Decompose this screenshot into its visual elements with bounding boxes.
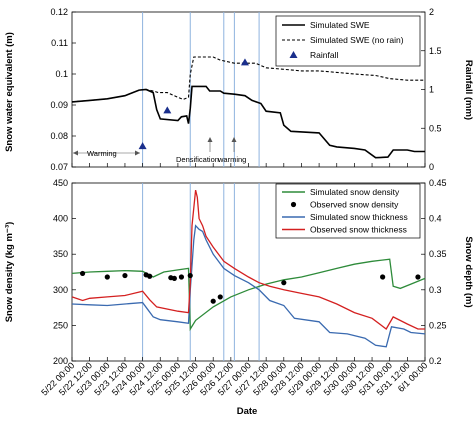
- warming-annotation: Warming: [73, 149, 140, 158]
- warming2-label: warming: [217, 155, 246, 164]
- obs-density-point-7: [178, 274, 185, 280]
- densification-annotation: Densification: [176, 137, 219, 164]
- depth-y-tick-label-1: 0.25: [429, 320, 447, 330]
- warming-label: Warming: [87, 149, 117, 158]
- density-y-axis-label: Snow density (kg m⁻³): [4, 222, 15, 323]
- observed-density-markers: [79, 270, 421, 304]
- swe-y-tick-label-0: 0.07: [50, 162, 68, 172]
- depth-y-axis-label: Snow depth (m): [463, 236, 474, 307]
- obs-density-point-12: [380, 274, 386, 280]
- swe-line: [71, 85, 425, 159]
- swe-y-ticks: 0.07 0.08 0.09 0.1 0.11 0.12: [50, 7, 76, 172]
- obs-density-point-4: [147, 273, 153, 279]
- rain-y-tick-label-2: 1: [429, 85, 434, 95]
- swe-y-tick-label-5: 0.12: [50, 7, 68, 17]
- legend-sim-thickness-label: Simulated snow thickness: [310, 212, 408, 222]
- depth-y-ticks: 0.2 0.25 0.3 0.35 0.4 0.45: [421, 178, 447, 366]
- density-panel: 200 250 300 350 400 450 0.2 0.25 0.3 0.35 0.4 0.45…: [4, 163, 474, 417]
- obs-density-point-8: [187, 272, 193, 279]
- warming2-annotation: warming: [217, 137, 246, 164]
- rain-y-tick-label-1: 0.5: [429, 123, 442, 133]
- rainfall-y-ticks: 0 0.5 1 1.5 2: [421, 7, 442, 172]
- legend-swe-label: Simulated SWE: [310, 20, 370, 30]
- swe-y-tick-label-2: 0.09: [50, 100, 68, 110]
- density-vertical-lines: [142, 183, 260, 361]
- legend-rainfall-label: Rainfall: [310, 50, 338, 60]
- legend-obs-density-swatch: [290, 201, 297, 208]
- legend-sim-density-label: Simulated snow density: [310, 187, 400, 197]
- date-x-axis-label: Date: [237, 406, 258, 417]
- legend-swe-norain-label: Simulated SWE (no rain): [310, 35, 404, 45]
- swe-series: [71, 56, 425, 159]
- swe-vertical-lines: [142, 12, 260, 167]
- swe-y-tick-label-1: 0.08: [50, 131, 68, 141]
- rainfall-marker-1: [163, 106, 172, 114]
- rainfall-markers: [138, 58, 249, 150]
- depth-y-tick-label-4: 0.4: [429, 214, 442, 224]
- swe-y-tick-label-4: 0.11: [51, 38, 68, 48]
- rainfall-marker-2: [240, 58, 249, 66]
- legend-obs-density-label: Observed snow density: [310, 200, 399, 210]
- obs-density-point-10: [217, 294, 223, 300]
- density-y-tick-label-2: 300: [53, 285, 68, 295]
- obs-density-point-6: [171, 275, 177, 282]
- rain-y-tick-label-3: 1.5: [429, 46, 442, 56]
- obs-density-point-0: [79, 270, 86, 277]
- legend-rainfall-swatch: [289, 51, 298, 58]
- rainfall-marker-0: [138, 142, 147, 150]
- density-y-ticks: 200 250 300 350 400 450: [53, 178, 76, 366]
- densification-label: Densification: [176, 155, 219, 164]
- obs-density-point-11: [281, 280, 287, 286]
- rain-y-tick-label-4: 2: [429, 7, 434, 17]
- depth-y-tick-label-2: 0.3: [429, 285, 442, 295]
- obs-density-point-2: [122, 272, 128, 279]
- depth-y-tick-label-0: 0.2: [429, 356, 442, 366]
- density-legend: Simulated snow density Observed snow den…: [275, 183, 421, 239]
- density-y-tick-label-4: 400: [53, 214, 68, 224]
- rain-y-tick-label-0: 0: [429, 162, 434, 172]
- obs-density-point-13: [415, 274, 421, 280]
- swe-y-tick-label-3: 0.1: [55, 69, 68, 79]
- swe-y-axis-label: Snow water equivalent (m): [4, 32, 15, 152]
- depth-y-tick-label-5: 0.45: [429, 178, 447, 188]
- swe-panel: 0.07 0.08 0.09 0.1 0.11 0.12 0 0.5 1 1.5 2 Snow w…: [4, 7, 474, 172]
- density-y-tick-label-5: 450: [53, 178, 68, 188]
- density-y-tick-label-0: 200: [53, 356, 68, 366]
- obs-density-point-1: [104, 274, 110, 280]
- density-y-tick-label-1: 250: [53, 320, 68, 330]
- legend-obs-thickness-label: Observed snow thickness: [310, 225, 407, 235]
- density-series: [71, 189, 426, 348]
- depth-y-tick-label-3: 0.35: [429, 249, 447, 259]
- rainfall-y-axis-label: Rainfall (mm): [463, 60, 474, 120]
- obs-thickness-line: [71, 189, 425, 330]
- obs-density-point-9: [210, 298, 216, 304]
- swe-legend: Simulated SWE Simulated SWE (no rain) Ra…: [275, 15, 421, 67]
- density-y-tick-label-3: 350: [53, 249, 68, 259]
- sim-thickness-line: [71, 224, 426, 348]
- sim-density-line: [71, 258, 426, 332]
